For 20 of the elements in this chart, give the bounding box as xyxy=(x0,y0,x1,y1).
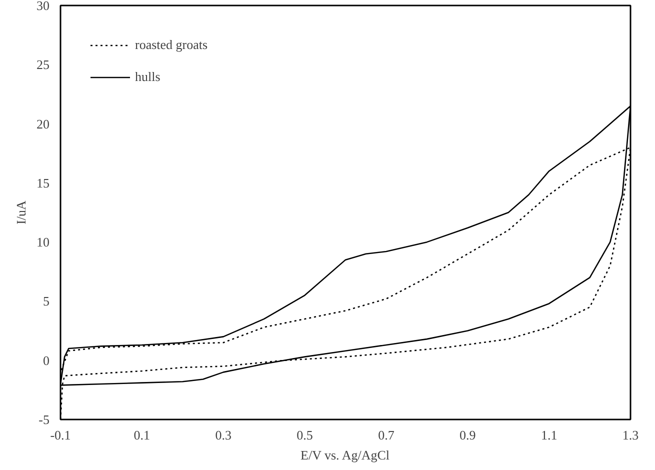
y-tick-label: 30 xyxy=(36,0,50,13)
x-axis-title: E/V vs. Ag/AgCl xyxy=(300,448,390,462)
x-tick-label: 0.3 xyxy=(215,428,232,442)
legend-label: hulls xyxy=(135,69,160,85)
legend-label: roasted groats xyxy=(135,37,208,53)
y-tick-label: 0 xyxy=(43,352,50,368)
x-tick-label: 0.7 xyxy=(378,428,395,442)
y-tick-label: 10 xyxy=(36,234,50,250)
x-tick-label: 0.9 xyxy=(460,428,476,442)
x-tick-label: 1.3 xyxy=(622,428,639,442)
x-tick-label: 0.5 xyxy=(296,428,313,442)
y-axis-title: I/uA xyxy=(14,200,28,224)
x-tick-label: 1.1 xyxy=(540,428,558,442)
y-tick-label: -5 xyxy=(38,412,50,427)
x-tick-label: -0.1 xyxy=(50,428,71,442)
y-tick-label: 25 xyxy=(36,57,50,72)
y-tick-label: 20 xyxy=(36,116,50,132)
y-tick-label: 5 xyxy=(43,294,50,309)
x-tick-label: 0.1 xyxy=(134,428,150,442)
y-tick-label: 15 xyxy=(36,175,50,190)
